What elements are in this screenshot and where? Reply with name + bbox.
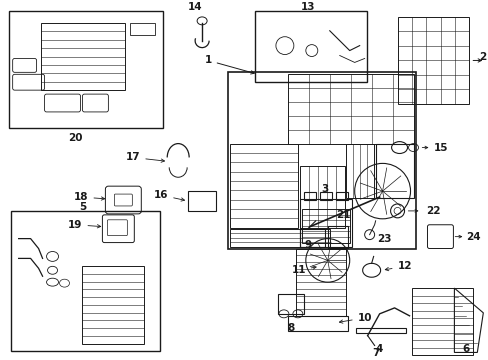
Text: 6: 6 (462, 345, 469, 355)
Bar (130, 23, 155, 35)
Bar (375, 144, 413, 198)
Bar (299, 166, 344, 228)
Text: 8: 8 (286, 323, 294, 333)
Bar (229, 144, 297, 228)
Bar (303, 192, 315, 200)
Text: 1: 1 (204, 55, 254, 74)
Bar (229, 229, 329, 247)
Bar (9, 11, 163, 128)
Text: 19: 19 (68, 220, 101, 230)
Bar (299, 199, 351, 247)
Text: 20: 20 (68, 133, 82, 143)
Bar (397, 17, 468, 104)
Text: 24: 24 (465, 231, 480, 242)
Text: 13: 13 (300, 2, 314, 12)
Text: 14: 14 (187, 2, 202, 12)
Text: 2: 2 (478, 51, 485, 62)
Bar (345, 144, 373, 198)
Bar (188, 191, 216, 211)
Bar (41, 23, 125, 90)
Bar (411, 288, 472, 355)
Bar (82, 266, 144, 343)
Text: 18: 18 (74, 192, 104, 202)
Text: 5: 5 (79, 202, 86, 212)
Text: 7: 7 (371, 348, 379, 359)
Text: 4: 4 (375, 345, 383, 355)
Text: 9: 9 (304, 239, 311, 249)
Text: 21: 21 (336, 210, 350, 220)
Bar (287, 316, 347, 331)
Text: 10: 10 (339, 313, 371, 323)
Text: 16: 16 (153, 190, 184, 201)
Bar (301, 209, 349, 243)
Bar (327, 226, 347, 248)
Bar (11, 211, 160, 351)
Bar (299, 229, 324, 247)
Text: 15: 15 (433, 143, 448, 153)
Bar (227, 72, 415, 248)
Bar (319, 192, 331, 200)
Bar (287, 74, 413, 144)
Text: 17: 17 (125, 152, 164, 162)
Text: 23: 23 (377, 234, 391, 244)
Text: 12: 12 (385, 261, 411, 271)
Bar (355, 328, 405, 333)
Text: 11: 11 (291, 265, 316, 275)
Text: 22: 22 (426, 206, 440, 216)
Text: 3: 3 (321, 184, 328, 194)
Bar (277, 294, 303, 314)
Bar (295, 248, 345, 316)
Bar (335, 192, 347, 200)
Bar (254, 11, 366, 82)
